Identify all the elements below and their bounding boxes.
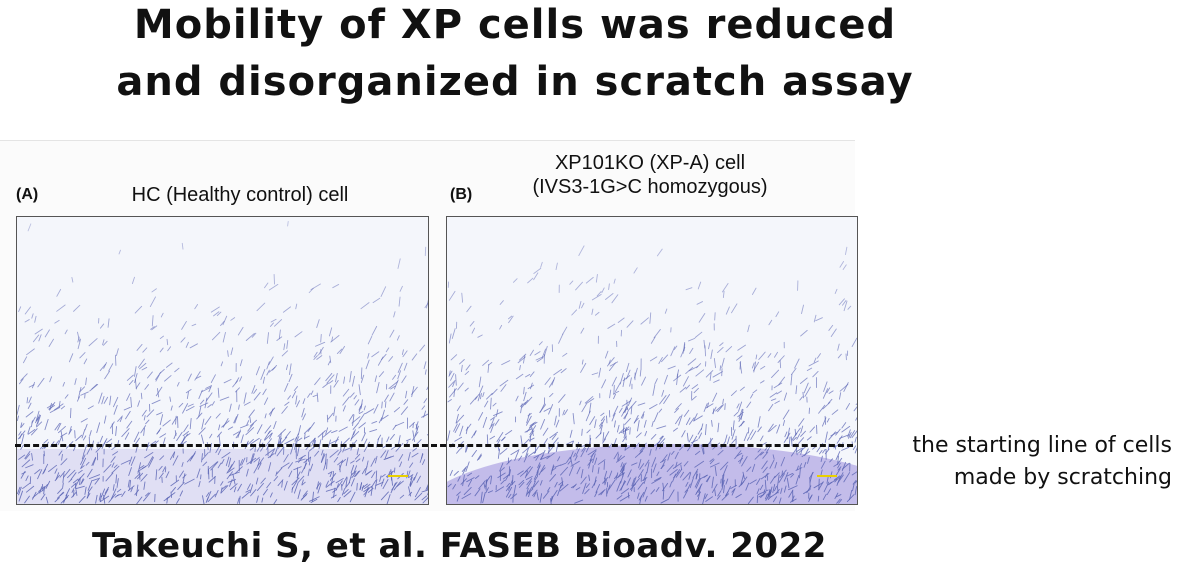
panel-b-letter: (B) bbox=[450, 186, 473, 203]
micrograph-a-image bbox=[17, 221, 428, 504]
micrograph-b bbox=[446, 216, 858, 505]
slide-title-line1: Mobility of XP cells was reduced bbox=[133, 2, 897, 48]
panel-a-title: HC (Healthy control) cell bbox=[70, 183, 410, 207]
scratch-starting-line bbox=[15, 444, 853, 447]
panel-b-title: XP101KO (XP-A) cell (IVS3-1G>C homozygou… bbox=[480, 151, 820, 199]
figure-scratch-assay: (A) HC (Healthy control) cell (B) XP101K… bbox=[0, 140, 858, 511]
starting-line-annotation: the starting line of cells made by scrat… bbox=[912, 430, 1172, 494]
slide-title-line2: and disorganized in scratch assay bbox=[116, 59, 914, 105]
panel-b-title-line2: (IVS3-1G>C homozygous) bbox=[532, 176, 768, 198]
citation: Takeuchi S, et al. FASEB Bioadv. 2022 bbox=[92, 526, 827, 566]
panel-a-title-line1: HC (Healthy control) cell bbox=[131, 184, 349, 206]
micrograph-b-image bbox=[447, 245, 857, 504]
panel-b-title-line1: XP101KO (XP-A) cell bbox=[554, 152, 746, 174]
annotation-line2: made by scratching bbox=[953, 465, 1172, 490]
micrograph-a bbox=[16, 216, 429, 505]
panel-a-letter: (A) bbox=[16, 186, 39, 203]
annotation-line1: the starting line of cells bbox=[912, 433, 1172, 458]
